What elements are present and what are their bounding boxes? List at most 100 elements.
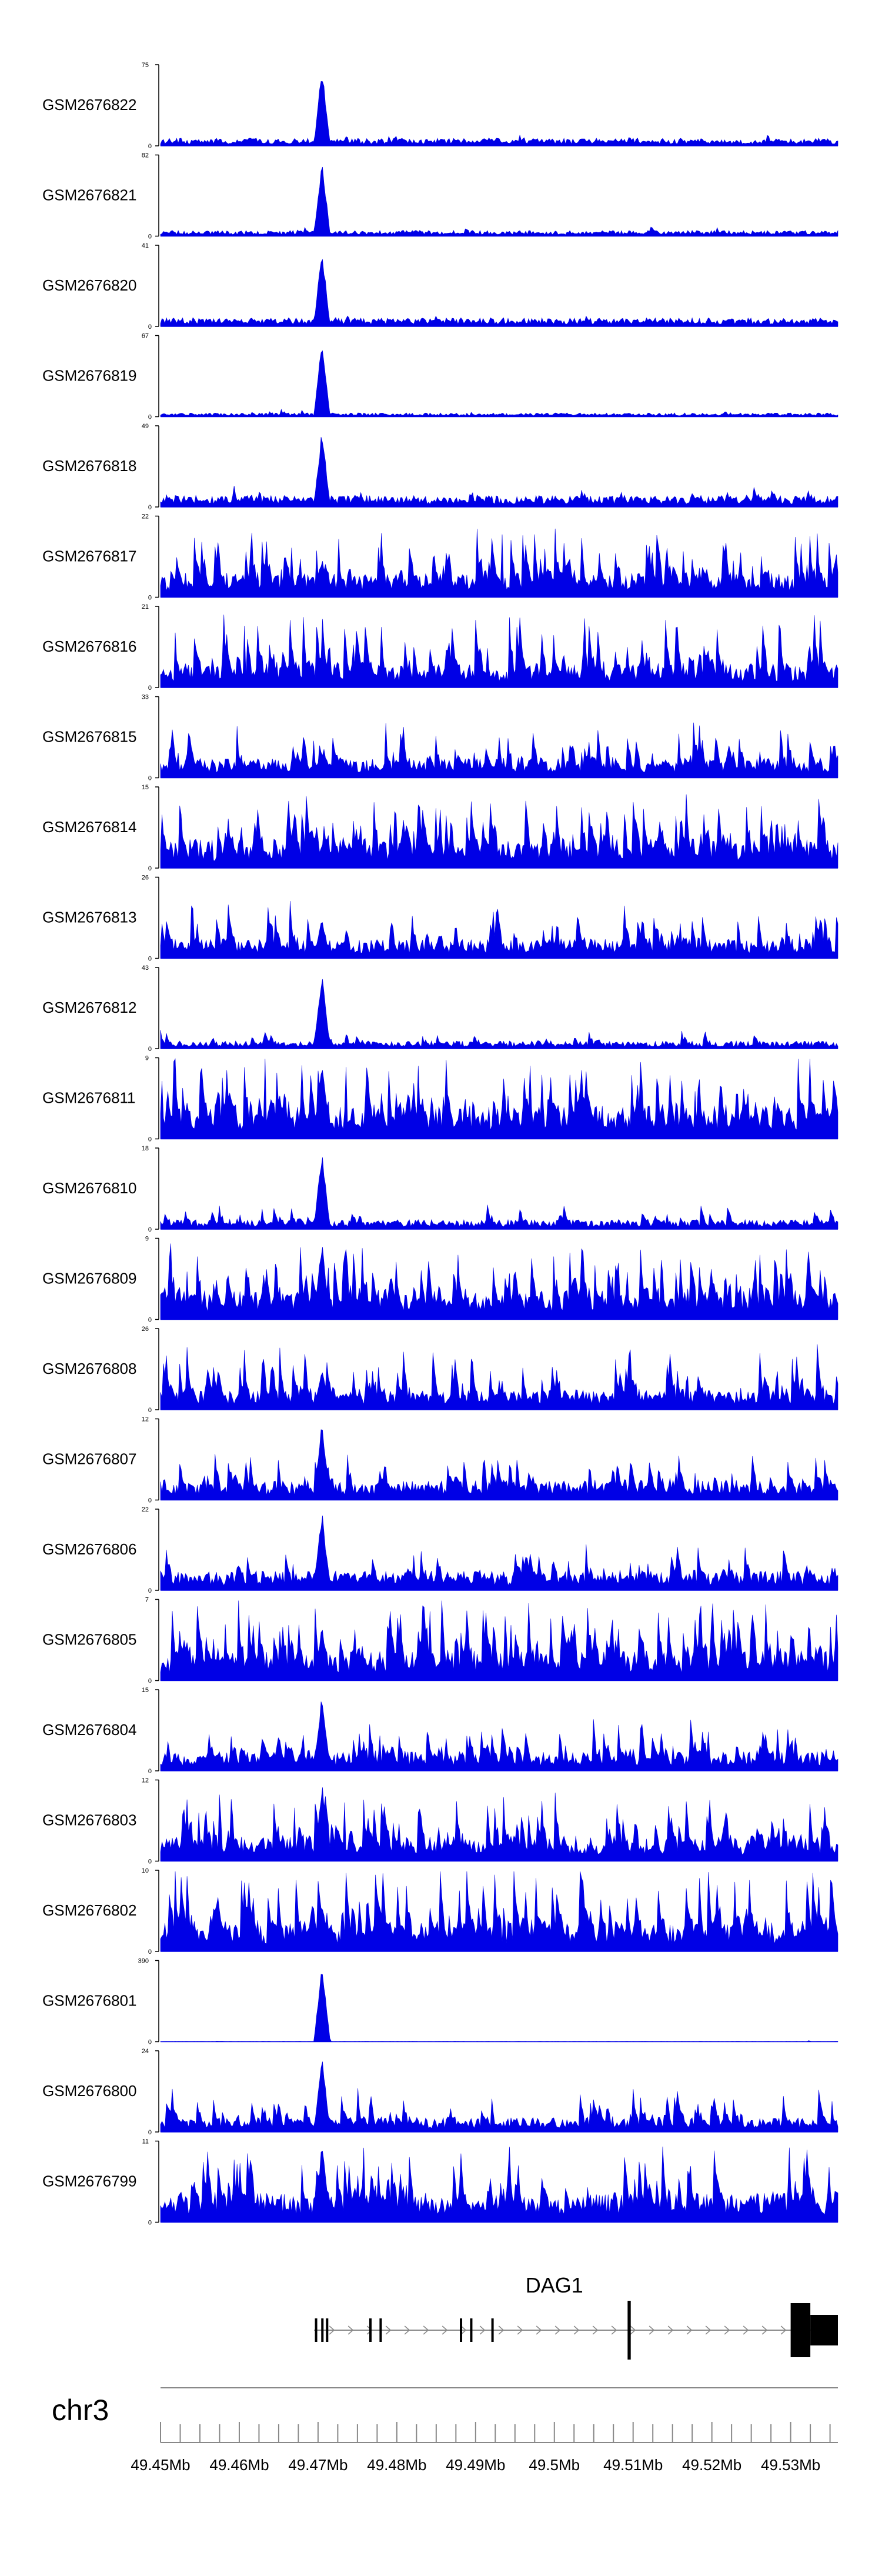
coverage-area — [160, 1787, 838, 1861]
strand-arrow — [479, 2325, 486, 2335]
track-GSM2676822: GSM2676822 75 0 — [42, 62, 838, 150]
coverage-area — [160, 528, 838, 598]
coverage-area — [160, 2146, 838, 2223]
strand-arrow — [366, 2325, 373, 2335]
track-label: GSM2676817 — [42, 548, 136, 565]
track-GSM2676820: GSM2676820 41 0 — [42, 242, 838, 331]
x-tick-label: 49.46Mb — [209, 2456, 269, 2474]
track-label: GSM2676816 — [42, 638, 136, 655]
track-GSM2676810: GSM2676810 18 0 — [42, 1145, 838, 1233]
exon — [470, 2318, 473, 2342]
y-tick-label-max: 33 — [142, 694, 149, 701]
track-GSM2676804: GSM2676804 15 0 — [42, 1687, 838, 1775]
x-tick-label: 49.48Mb — [367, 2456, 426, 2474]
y-tick-label-max: 11 — [142, 2138, 149, 2145]
track-label: GSM2676814 — [42, 818, 136, 836]
coverage-area — [160, 722, 838, 778]
track-label: GSM2676805 — [42, 1631, 136, 1649]
y-tick-label-zero: 0 — [148, 775, 152, 782]
y-tick-label-max: 82 — [142, 152, 149, 159]
strand-arrow — [348, 2325, 354, 2335]
coverage-area — [160, 1974, 838, 2042]
y-tick-label-zero: 0 — [148, 956, 152, 963]
exon — [369, 2318, 372, 2342]
y-tick-label-zero: 0 — [148, 323, 152, 331]
gene-label: DAG1 — [526, 2273, 583, 2297]
strand-arrow — [686, 2325, 693, 2335]
signal-tracks: GSM2676822750GSM2676821820GSM2676820410G… — [42, 62, 838, 2227]
coverage-area — [160, 350, 838, 417]
track-GSM2676805: GSM2676805 7 0 — [42, 1597, 838, 1685]
coverage-area — [160, 615, 838, 688]
track-GSM2676812: GSM2676812 43 0 — [42, 965, 838, 1053]
strand-arrow — [404, 2325, 410, 2335]
y-tick-label-max: 26 — [142, 1326, 149, 1333]
coverage-area — [160, 1243, 838, 1320]
track-GSM2676819: GSM2676819 67 0 — [42, 333, 838, 421]
coverage-area — [160, 1600, 838, 1681]
y-tick-label-max: 12 — [142, 1777, 149, 1784]
coverage-area — [160, 1701, 838, 1771]
coverage-area — [160, 2061, 838, 2133]
y-tick-label-max: 12 — [142, 1416, 149, 1423]
y-tick-label-zero: 0 — [148, 2129, 152, 2136]
y-tick-label-zero: 0 — [148, 1226, 152, 1233]
y-tick-label-max: 24 — [142, 2048, 149, 2055]
track-label: GSM2676812 — [42, 999, 136, 1016]
y-tick-label-zero: 0 — [148, 865, 152, 872]
track-GSM2676818: GSM2676818 49 0 — [42, 423, 838, 511]
y-tick-label-zero: 0 — [148, 1317, 152, 1324]
track-GSM2676816: GSM2676816 21 0 — [42, 603, 838, 692]
y-tick-label-zero: 0 — [148, 2220, 152, 2227]
strand-arrow — [536, 2325, 542, 2335]
y-tick-label-max: 22 — [142, 513, 149, 520]
y-tick-label-zero: 0 — [148, 233, 152, 241]
track-label: GSM2676802 — [42, 1901, 136, 1919]
y-tick-label-max: 75 — [142, 62, 149, 69]
y-tick-label-max: 15 — [142, 1687, 149, 1694]
y-tick-label-zero: 0 — [148, 1948, 152, 1956]
x-tick-label: 49.49Mb — [446, 2456, 505, 2474]
track-GSM2676802: GSM2676802 10 0 — [42, 1867, 838, 1956]
track-GSM2676815: GSM2676815 33 0 — [42, 694, 838, 782]
y-tick-label-max: 15 — [142, 784, 149, 791]
track-label: GSM2676807 — [42, 1450, 136, 1468]
track-GSM2676809: GSM2676809 9 0 — [42, 1236, 838, 1324]
strand-arrow — [442, 2325, 448, 2335]
strand-arrow — [385, 2325, 392, 2335]
track-GSM2676800: GSM2676800 24 0 — [42, 2048, 838, 2136]
strand-arrow — [705, 2325, 711, 2335]
track-GSM2676813: GSM2676813 26 0 — [42, 875, 838, 963]
track-label: GSM2676820 — [42, 276, 136, 294]
coverage-area — [160, 1344, 838, 1410]
track-label: GSM2676803 — [42, 1811, 136, 1829]
y-tick-label-max: 22 — [142, 1506, 149, 1513]
coverage-area — [160, 1058, 838, 1139]
exon — [460, 2318, 463, 2342]
exon — [491, 2318, 494, 2342]
track-label: GSM2676801 — [42, 1992, 136, 2010]
coverage-area — [160, 259, 838, 327]
strand-arrow — [743, 2325, 749, 2335]
track-label: GSM2676818 — [42, 457, 136, 475]
coverage-area — [160, 900, 838, 959]
track-label: GSM2676815 — [42, 728, 136, 746]
track-label: GSM2676811 — [42, 1089, 136, 1107]
y-tick-label-zero: 0 — [148, 504, 152, 511]
y-tick-label-zero: 0 — [148, 1858, 152, 1866]
coverage-area — [160, 1871, 838, 1952]
strand-arrow — [592, 2325, 599, 2335]
track-label: GSM2676799 — [42, 2173, 136, 2190]
y-tick-label-max: 18 — [142, 1145, 149, 1152]
track-GSM2676806: GSM2676806 22 0 — [42, 1506, 838, 1594]
y-tick-label-zero: 0 — [148, 685, 152, 692]
y-tick-label-zero: 0 — [148, 1407, 152, 1414]
exon — [326, 2318, 329, 2342]
track-label: GSM2676813 — [42, 909, 136, 926]
y-tick-label-zero: 0 — [148, 595, 152, 602]
strand-arrow — [460, 2325, 467, 2335]
track-label: GSM2676821 — [42, 186, 136, 204]
y-tick-label-max: 43 — [142, 965, 149, 972]
y-tick-label-zero: 0 — [148, 1136, 152, 1143]
